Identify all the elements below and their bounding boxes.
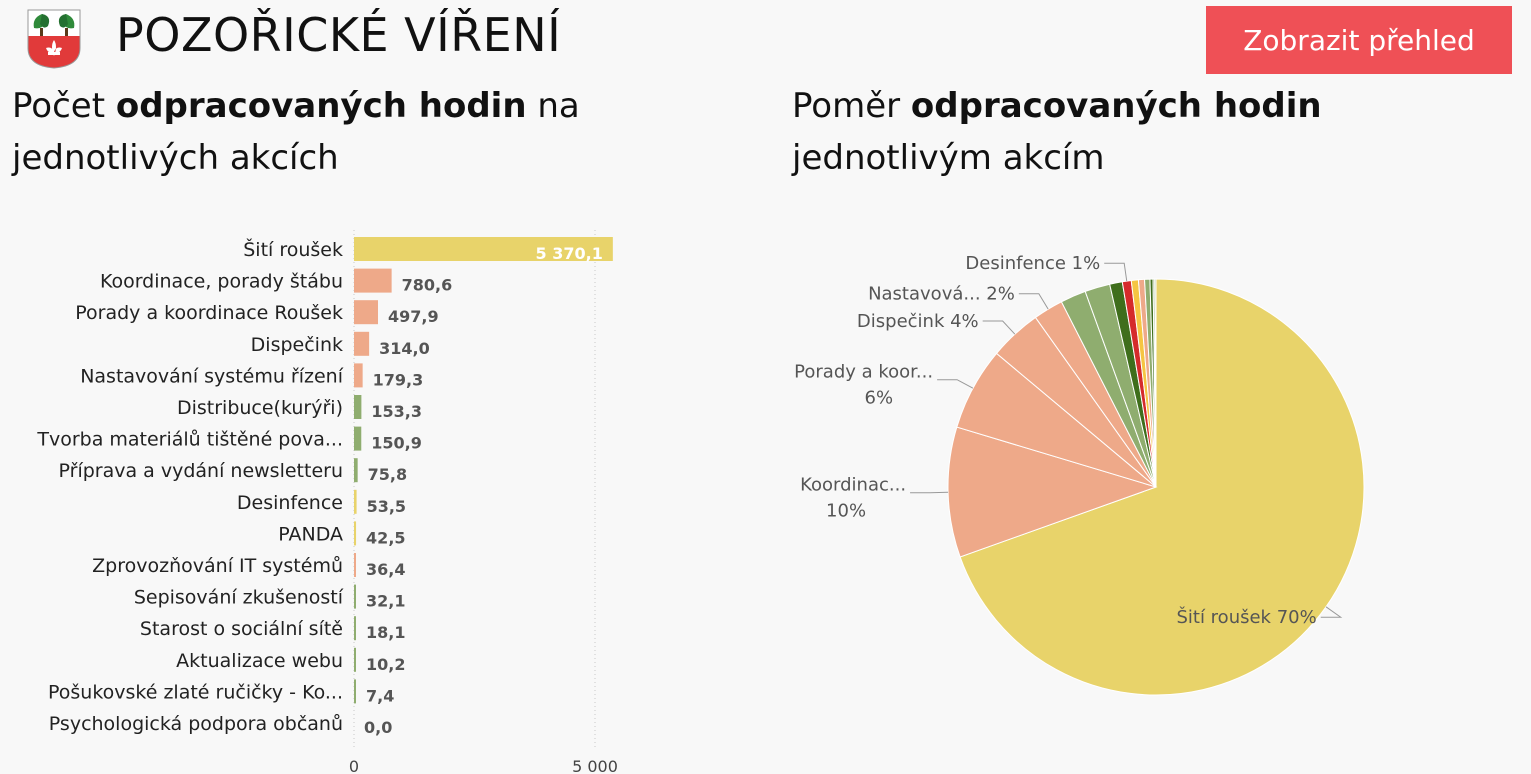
bar-title-pre: Počet [12, 86, 116, 126]
category-label: Koordinace, porady štábu [100, 271, 343, 293]
pie-data-label: Nastavová... 2% [868, 284, 1015, 305]
category-label: PANDA [278, 523, 343, 545]
label-leader-line [982, 320, 1016, 335]
bar-value-label: 780,6 [402, 276, 453, 295]
category-label: Sepisování zkušeností [134, 587, 344, 609]
pie-slice [1154, 278, 1157, 488]
bar [354, 616, 356, 641]
pie-chart-title: Poměr odpracovaných hodin jednotlivým ak… [792, 80, 1522, 184]
bar [354, 426, 362, 451]
bar-value-label: 179,3 [373, 370, 424, 389]
category-label: Aktualizace webu [176, 650, 343, 672]
category-label: Šití roušek [243, 237, 343, 261]
bar [354, 647, 356, 672]
x-tick-label: 0 [349, 757, 359, 774]
bar-value-label: 314,0 [379, 339, 430, 358]
category-label: Příprava a vydání newsletteru [59, 460, 343, 482]
pie-slice [947, 426, 1158, 558]
bar-value-label: 75,8 [368, 465, 407, 484]
label-leader-line [1104, 262, 1128, 282]
hours-bar-chart: 0 5 000 Šití roušek 5 370,1 Koordinace, pora… [36, 230, 618, 774]
pie-data-label: Dispečink 4% [857, 311, 979, 332]
header: POZOŘICKÉ VÍŘENÍ Zobrazit přehled [0, 0, 1531, 80]
bar-value-label: 150,9 [371, 434, 422, 453]
bar [354, 553, 356, 577]
bar [354, 237, 613, 261]
category-label: Dispečink [251, 334, 343, 356]
bar-value-label: 153,3 [371, 402, 422, 421]
bar [354, 489, 357, 514]
category-label: Porady a koordinace Roušek [75, 302, 343, 324]
pie-data-label: Porady a koor... [794, 362, 933, 383]
pie-data-label-percent: 6% [865, 388, 894, 409]
pie-data-label: Desinfence 1% [965, 253, 1100, 274]
bar-value-label: 32,1 [366, 592, 405, 611]
bar [354, 363, 363, 388]
bar [354, 331, 370, 356]
bar-value-label: 7,4 [366, 686, 394, 705]
municipality-coat-of-arms-icon [22, 6, 86, 70]
category-label: Nastavování systému řízení [80, 365, 344, 387]
show-overview-button[interactable]: Zobrazit přehled [1206, 6, 1512, 74]
bar-value-label: 42,5 [366, 528, 405, 547]
bar [354, 268, 392, 293]
bar [354, 458, 358, 483]
pie-title-bold: odpracovaných hodin [910, 86, 1322, 126]
bar-value-label: 10,2 [366, 655, 405, 674]
pie-data-label: Koordinac... [800, 475, 906, 496]
bar [354, 395, 362, 419]
bar-value-label: 5 370,1 [536, 244, 603, 263]
category-label: Distribuce(kurýři) [177, 397, 343, 419]
pie-data-label-percent: 10% [826, 501, 866, 522]
category-label: Zprovozňování IT systémů [92, 555, 343, 577]
bar [354, 584, 356, 609]
category-label: Psychologická podpora občanů [49, 713, 343, 735]
bar-value-label: 497,9 [388, 307, 439, 326]
label-leader-line [1018, 293, 1049, 310]
app-title: POZOŘICKÉ VÍŘENÍ [116, 8, 562, 62]
pie-data-label: Šití roušek 70% [1176, 606, 1316, 628]
pie-title-pre: Poměr [792, 86, 911, 126]
category-label: Tvorba materiálů tištěné pova... [36, 429, 343, 451]
label-leader-line [1320, 606, 1343, 618]
bar-value-label: 53,5 [367, 497, 406, 516]
bar [354, 521, 357, 546]
bar [354, 300, 378, 325]
bar-value-label: 18,1 [366, 623, 405, 642]
bar-chart-title: Počet odpracovaných hodin na jednotlivýc… [12, 80, 712, 184]
pie-title-post: jednotlivým akcím [792, 138, 1105, 178]
category-label: Starost o sociální sítě [140, 618, 343, 640]
category-label: Desinfence [237, 492, 343, 514]
bar-title-bold: odpracovaných hodin [115, 86, 527, 126]
hours-pie-chart: Šití roušek 70% Koordinac... 10% Porady a k… [794, 253, 1365, 696]
bar [354, 679, 356, 704]
x-tick-label: 5 000 [572, 757, 618, 774]
bar-value-label: 36,4 [366, 560, 405, 579]
bar-title-post: na jednotlivých akcích [12, 86, 580, 178]
bar-value-label: 0,0 [364, 718, 392, 737]
category-label: Pošukovské zlaté ručičky - Ko... [48, 681, 343, 703]
label-leader-line [937, 379, 974, 389]
